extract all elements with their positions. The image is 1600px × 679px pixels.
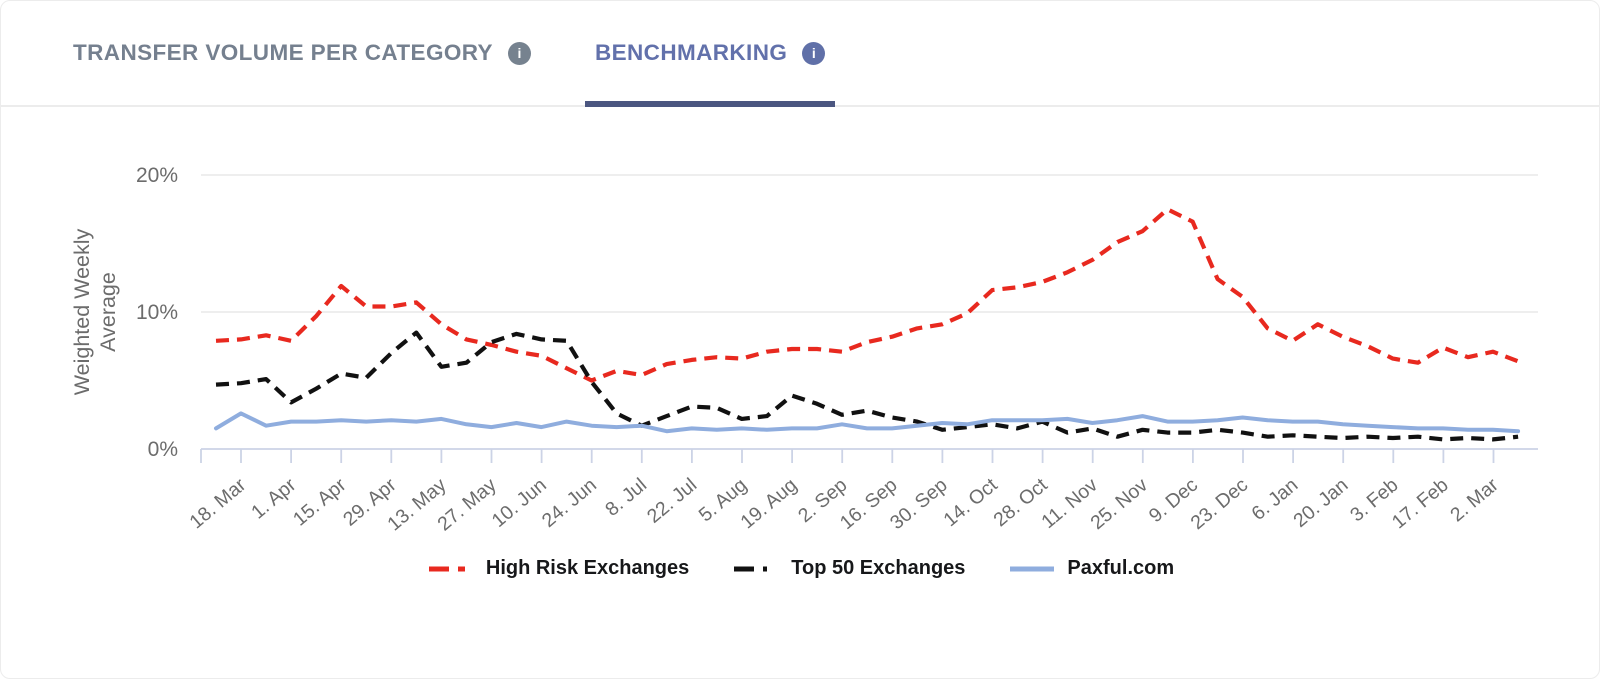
x-tick-label: 15. Apr	[289, 474, 351, 531]
legend-item-paxful-com: Paxful.com	[1009, 557, 1174, 580]
x-tick-label: 22. Jul	[643, 474, 701, 528]
y-tick-label: 20%	[136, 164, 178, 187]
tab-bar: TRANSFER VOLUME PER CATEGORY i BENCHMARK…	[1, 1, 1599, 107]
x-tick-label: 25. Nov	[1086, 474, 1152, 534]
legend-marker-high-risk-exchanges	[428, 566, 473, 571]
info-icon[interactable]: i	[507, 41, 531, 65]
tab-transfer-volume-label: TRANSFER VOLUME PER CATEGORY	[73, 40, 493, 65]
x-tick-label: 30. Sep	[886, 474, 952, 534]
legend-label-top-50-exchanges: Top 50 Exchanges	[791, 557, 966, 579]
info-icon-glyph: i	[517, 45, 522, 61]
legend-item-high-risk-exchanges: High Risk Exchanges	[428, 557, 689, 580]
legend-marker-paxful-com	[1010, 566, 1055, 571]
x-tick-label: 10. Jun	[488, 474, 551, 532]
x-tick-label: 2. Mar	[1446, 474, 1503, 527]
tab-transfer-volume-per-category[interactable]: TRANSFER VOLUME PER CATEGORY i	[73, 1, 531, 105]
x-tick-label: 8. Jul	[601, 474, 651, 521]
legend-label-paxful-com: Paxful.com	[1067, 557, 1175, 579]
legend-label-high-risk-exchanges: High Risk Exchanges	[485, 557, 690, 579]
x-tick-label: 20. Jan	[1289, 474, 1352, 532]
y-tick-label: 0%	[148, 438, 178, 461]
x-tick-label: 24. Jun	[538, 474, 601, 532]
series-line-paxful-com	[214, 411, 1521, 434]
series-line-top-50-exchanges	[215, 330, 1519, 442]
chart-legend: High Risk Exchanges Top 50 Exchanges Paxfu…	[1, 557, 1599, 580]
x-tick-label: 19. Aug	[736, 474, 801, 533]
x-tick-label: 17. Feb	[1388, 474, 1453, 533]
series-line-high-risk-exchanges	[215, 207, 1519, 383]
legend-marker-top-50-exchanges	[734, 566, 779, 571]
info-icon[interactable]: i	[802, 41, 826, 65]
info-icon-glyph: i	[811, 45, 816, 61]
legend-item-top-50-exchanges: Top 50 Exchanges	[733, 557, 965, 580]
gridlines	[201, 174, 1538, 313]
y-axis: 0% 10% 20% Weighted WeeklyAverage	[70, 164, 178, 461]
y-tick-label: 10%	[136, 301, 178, 324]
tab-benchmarking-label: BENCHMARKING	[594, 40, 788, 65]
x-tick-label: 14. Oct	[939, 474, 1002, 532]
x-tick-label: 18. Mar	[185, 474, 250, 534]
y-axis-title: Weighted WeeklyAverage	[70, 228, 120, 395]
tab-benchmarking[interactable]: BENCHMARKING i	[584, 1, 836, 107]
x-tick-label: 23. Dec	[1187, 474, 1253, 534]
